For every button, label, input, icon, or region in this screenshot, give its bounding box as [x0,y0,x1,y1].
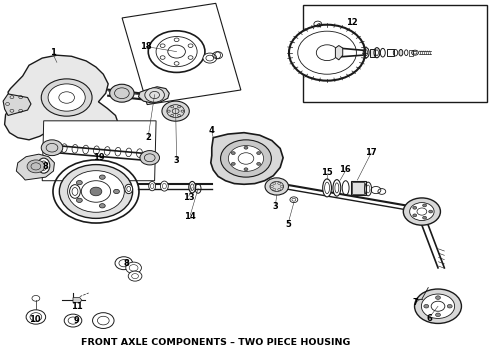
Text: 18: 18 [141,42,152,51]
Circle shape [59,165,133,219]
Circle shape [64,314,82,327]
Polygon shape [42,121,156,181]
Circle shape [257,162,261,165]
Text: 19: 19 [93,153,104,162]
Text: 17: 17 [365,148,377,157]
Ellipse shape [189,181,196,193]
Circle shape [68,171,124,212]
Circle shape [403,198,441,225]
Circle shape [114,189,120,194]
Circle shape [140,150,159,165]
Text: 1: 1 [50,48,56,57]
Text: 3: 3 [174,156,179,165]
Circle shape [413,206,416,209]
Circle shape [26,310,46,324]
Circle shape [244,146,248,149]
Circle shape [145,88,164,102]
Circle shape [90,187,102,196]
Circle shape [424,305,429,308]
Polygon shape [335,45,343,60]
Circle shape [48,84,85,111]
Text: 14: 14 [184,212,196,221]
Circle shape [231,162,235,165]
Text: 2: 2 [146,133,151,142]
Circle shape [436,313,441,317]
Circle shape [447,305,452,308]
Circle shape [148,31,205,72]
Circle shape [231,152,235,154]
Bar [387,49,393,56]
Text: FRONT AXLE COMPONENTS – TWO PIECE HOUSING: FRONT AXLE COMPONENTS – TWO PIECE HOUSIN… [81,338,350,347]
Circle shape [429,210,433,213]
Text: 4: 4 [209,126,215,135]
Text: 6: 6 [427,314,433,323]
Circle shape [41,79,92,116]
Bar [303,5,487,102]
Polygon shape [4,55,118,140]
Circle shape [410,203,434,221]
Ellipse shape [323,179,331,197]
Polygon shape [3,94,31,116]
Polygon shape [73,298,82,303]
Polygon shape [211,133,283,184]
Text: 12: 12 [345,18,357,27]
Ellipse shape [70,185,80,198]
Circle shape [110,84,134,102]
Text: 3: 3 [272,202,278,211]
Bar [409,50,413,55]
Ellipse shape [160,181,168,191]
Circle shape [415,289,462,323]
Ellipse shape [125,184,133,194]
Circle shape [128,271,142,281]
Circle shape [265,178,289,195]
Circle shape [413,214,416,217]
Circle shape [289,25,365,81]
Ellipse shape [149,181,156,191]
Polygon shape [139,87,169,103]
Text: 10: 10 [29,315,41,324]
Ellipse shape [38,158,50,173]
Circle shape [257,152,261,154]
Circle shape [423,216,427,219]
Bar [350,181,366,195]
Circle shape [126,262,142,274]
Text: 7: 7 [412,298,418,307]
Polygon shape [16,154,54,180]
Circle shape [228,145,264,171]
Circle shape [220,140,271,177]
Ellipse shape [333,180,341,196]
Circle shape [203,53,217,63]
Circle shape [41,140,63,156]
Circle shape [99,204,105,208]
Bar [370,49,375,57]
Circle shape [99,175,105,179]
Circle shape [244,168,248,171]
Text: 16: 16 [339,166,351,175]
Polygon shape [122,3,241,104]
Text: 13: 13 [183,193,195,202]
Circle shape [421,294,455,319]
Circle shape [27,160,45,173]
Circle shape [423,204,427,207]
Circle shape [76,198,82,202]
Ellipse shape [399,49,403,56]
Bar [352,182,364,194]
Text: 5: 5 [285,220,291,229]
Text: 15: 15 [321,168,333,177]
Circle shape [93,313,114,328]
Text: 8: 8 [43,162,49,171]
Text: 11: 11 [71,302,82,311]
Text: 9: 9 [74,316,79,325]
Text: 8: 8 [124,259,130,268]
Circle shape [162,101,189,121]
Circle shape [115,257,133,270]
Circle shape [76,180,82,185]
Circle shape [436,296,441,300]
